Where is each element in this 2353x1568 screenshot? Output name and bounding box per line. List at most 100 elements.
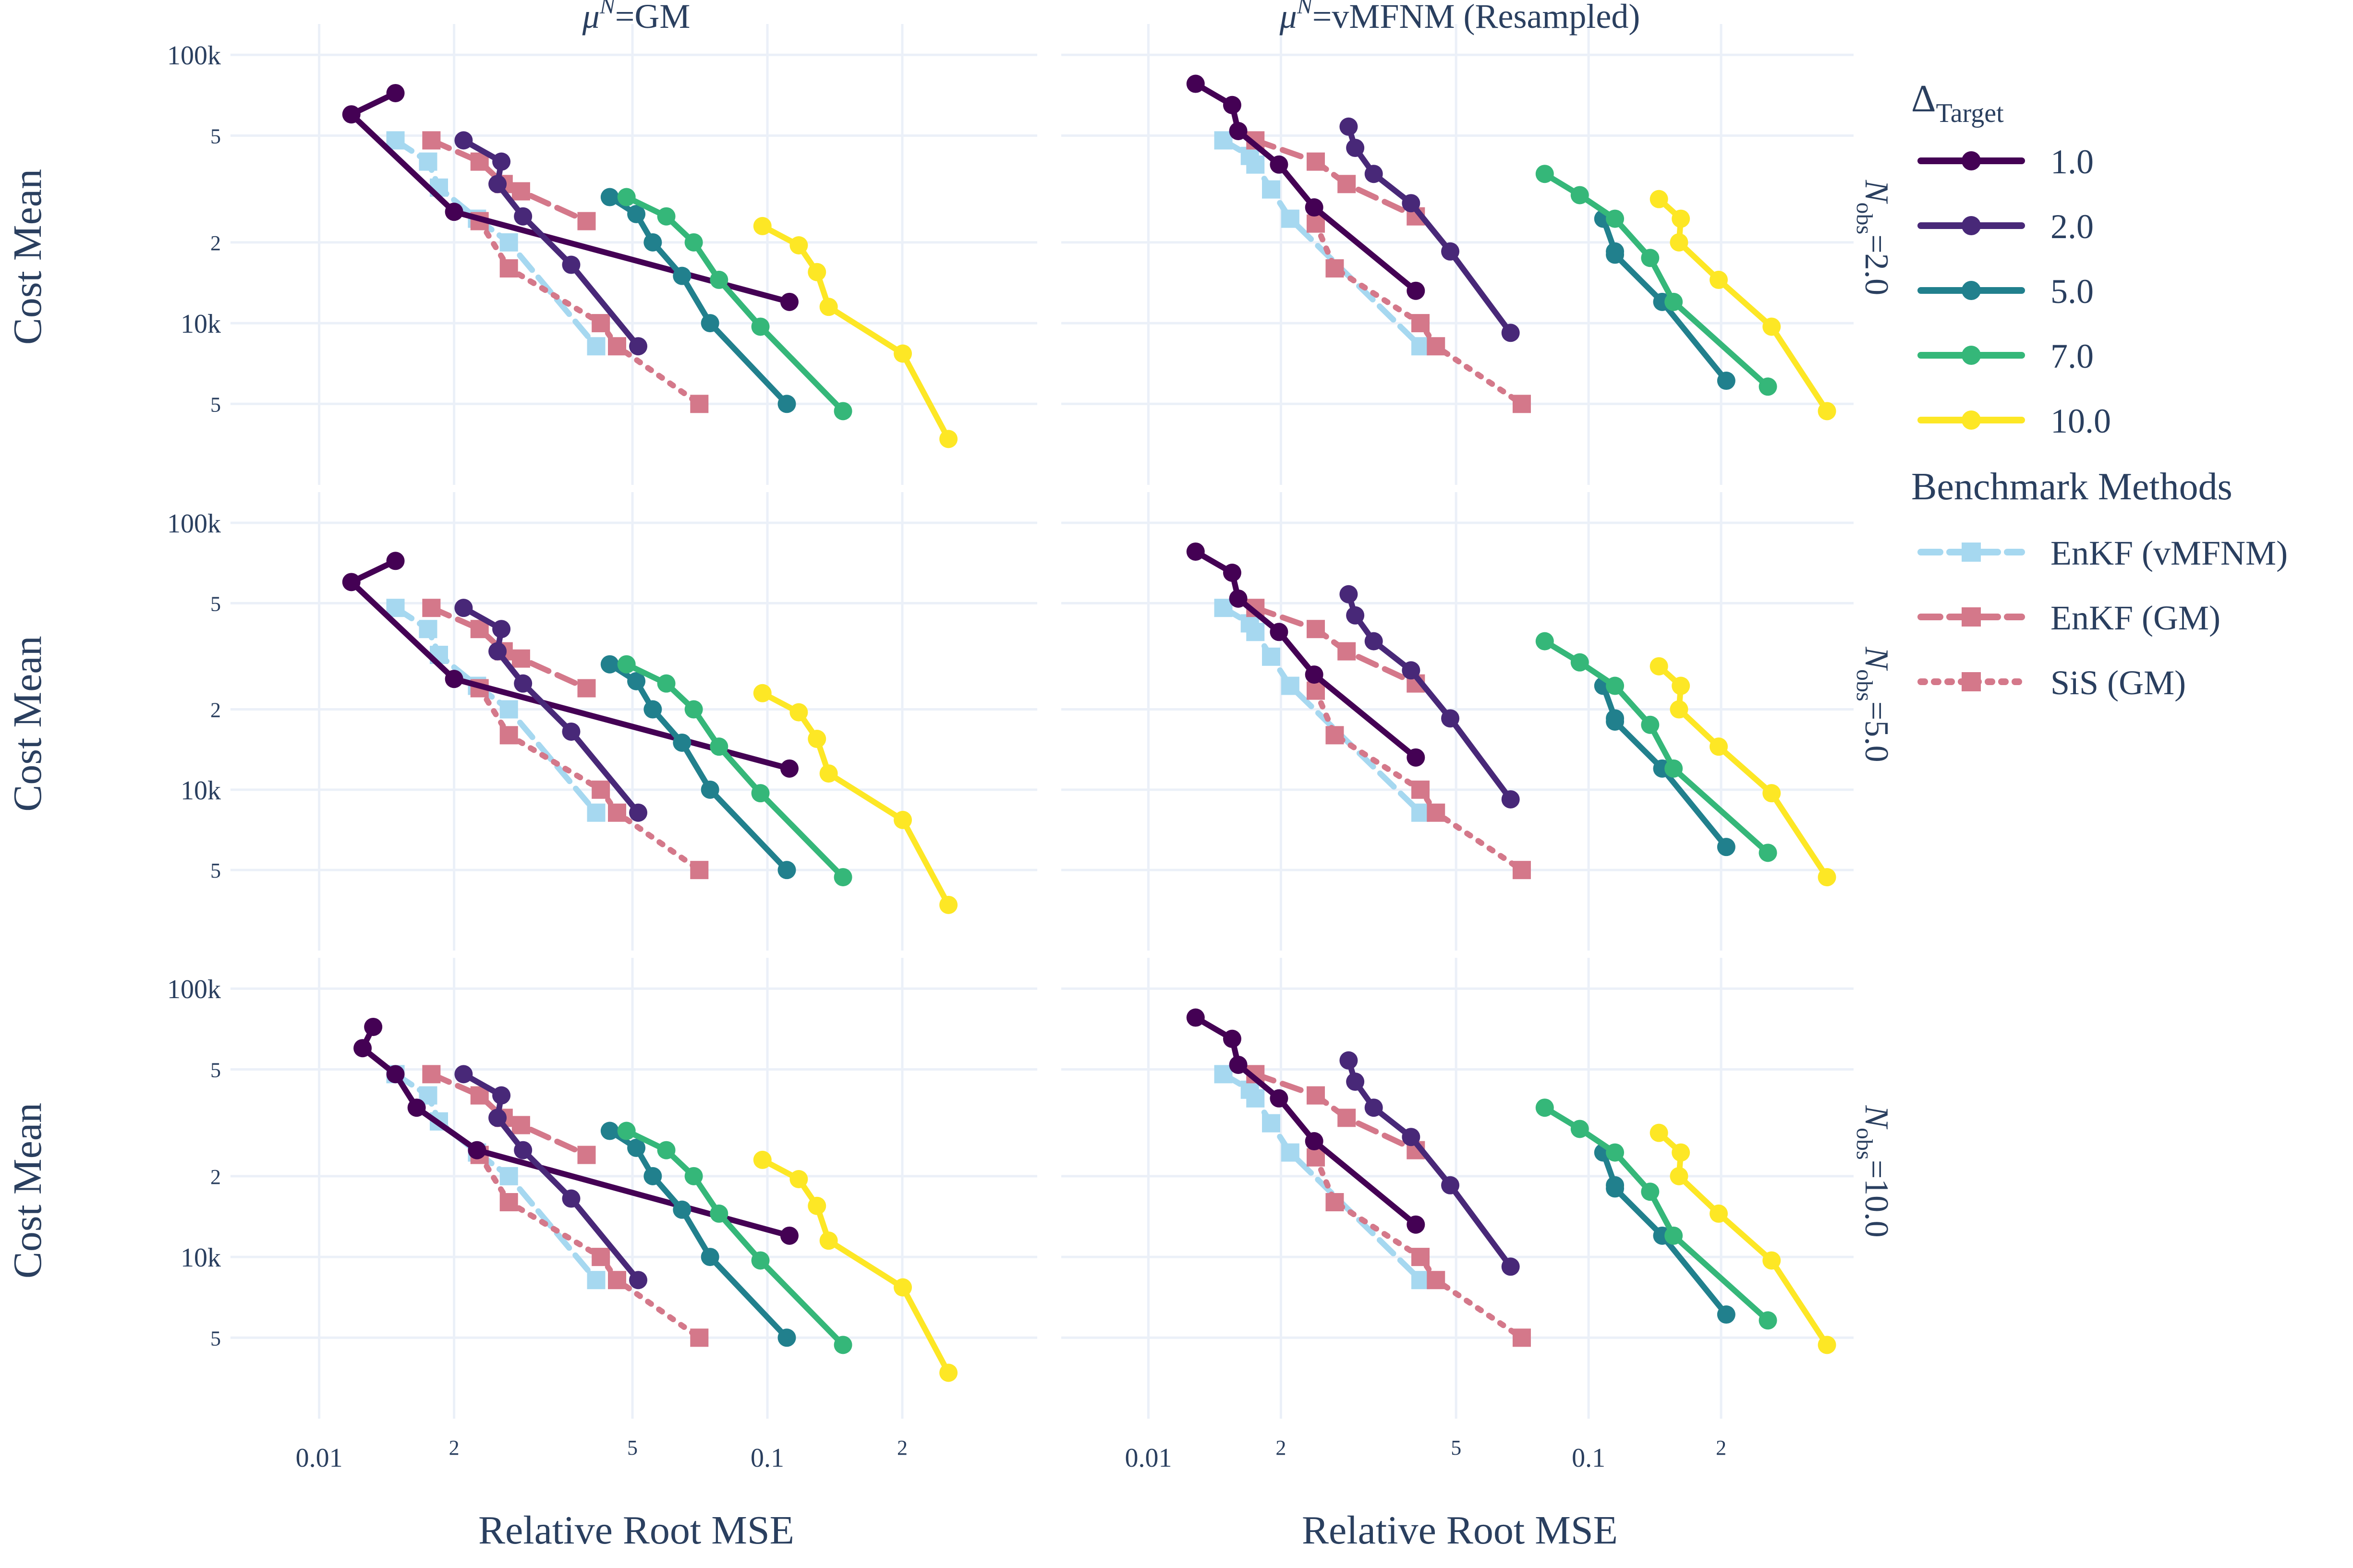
data-point xyxy=(1364,632,1383,651)
data-point xyxy=(1717,838,1735,856)
data-point xyxy=(1229,121,1248,140)
data-point xyxy=(1325,1193,1344,1212)
data-point xyxy=(419,152,437,171)
data-point xyxy=(808,1196,826,1215)
data-point xyxy=(499,1167,518,1185)
data-point xyxy=(1570,1120,1589,1138)
data-point xyxy=(939,430,958,448)
data-point xyxy=(710,1204,728,1223)
data-point xyxy=(627,672,646,690)
data-point xyxy=(1281,209,1299,228)
data-point xyxy=(454,1065,473,1084)
data-point xyxy=(492,152,511,171)
data-point xyxy=(468,1141,486,1159)
y-axis-title: Cost Mean xyxy=(5,636,50,811)
series-1-0 xyxy=(1186,1008,1425,1234)
data-point xyxy=(643,233,662,252)
data-point xyxy=(1186,74,1205,93)
series-sis-gm xyxy=(1307,1148,1531,1347)
column-title: μN=GM xyxy=(582,0,691,36)
legend-swatch-marker xyxy=(1962,151,1981,170)
data-point xyxy=(1672,676,1690,695)
legend-item-label: 7.0 xyxy=(2050,337,2094,375)
data-point xyxy=(1606,1143,1625,1162)
data-point xyxy=(684,233,703,252)
data-point xyxy=(1818,1336,1836,1354)
data-point xyxy=(808,263,826,281)
data-point xyxy=(600,188,619,206)
data-point xyxy=(789,236,808,254)
data-point xyxy=(939,1363,958,1382)
data-point xyxy=(1411,780,1430,799)
series-line xyxy=(1192,1014,1419,1228)
legend-swatch-marker xyxy=(1962,543,1981,562)
data-point xyxy=(1411,314,1430,333)
legend-item-label: 2.0 xyxy=(2050,207,2094,246)
data-point xyxy=(1411,1271,1430,1290)
data-point xyxy=(1650,190,1668,208)
series-line xyxy=(1656,196,1830,414)
data-point xyxy=(499,259,518,278)
data-point xyxy=(1710,270,1728,289)
data-point xyxy=(1670,700,1688,719)
series-line xyxy=(1656,663,1830,880)
data-point xyxy=(1670,1167,1688,1185)
data-point xyxy=(1229,589,1248,608)
data-point xyxy=(1407,748,1425,767)
data-point xyxy=(834,868,852,887)
series-2-0 xyxy=(1339,585,1520,808)
data-point xyxy=(627,205,646,223)
y-tick-label: 2 xyxy=(210,699,221,722)
data-point xyxy=(1407,1215,1425,1234)
data-point xyxy=(1427,1271,1445,1290)
data-point xyxy=(386,131,405,150)
y-axis-title: Cost Mean xyxy=(5,1103,50,1279)
series-line xyxy=(1313,688,1525,873)
data-point xyxy=(1364,1098,1383,1117)
data-point xyxy=(894,810,912,829)
series-enkf-vmfnm xyxy=(1214,131,1430,356)
data-point xyxy=(492,620,511,639)
data-point xyxy=(1364,165,1383,183)
data-point xyxy=(1441,1176,1460,1194)
data-point xyxy=(1650,657,1668,675)
row-label: Nobs=2.0 xyxy=(1852,180,1895,295)
data-point xyxy=(657,207,676,226)
x-tick-label: 5 xyxy=(627,1436,638,1459)
data-point xyxy=(1186,1008,1205,1027)
data-point xyxy=(1710,1204,1728,1223)
legend-swatch-marker xyxy=(1962,672,1981,691)
series-5-0 xyxy=(1594,676,1735,856)
data-point xyxy=(1501,324,1520,342)
legend-swatch-marker xyxy=(1962,410,1981,430)
data-point xyxy=(780,759,799,778)
series-enkf-gm xyxy=(1246,1065,1425,1159)
data-point xyxy=(577,679,596,698)
series-line xyxy=(1252,137,1419,219)
data-point xyxy=(353,1039,372,1058)
data-point xyxy=(511,1116,530,1134)
series-enkf-vmfnm xyxy=(1214,1065,1430,1290)
data-point xyxy=(1606,712,1625,731)
series-sis-gm xyxy=(470,212,709,413)
data-point xyxy=(1339,1051,1358,1070)
series-1-0 xyxy=(1186,74,1425,300)
data-point xyxy=(600,1122,619,1140)
series-7-0 xyxy=(617,188,852,421)
series-7-0 xyxy=(617,655,852,887)
data-point xyxy=(1305,198,1323,217)
series-1-0 xyxy=(342,84,799,311)
series-line xyxy=(1220,605,1423,816)
data-point xyxy=(514,1141,533,1159)
series-10-0 xyxy=(753,1150,958,1382)
series-10-0 xyxy=(1650,657,1836,887)
y-tick-label: 5 xyxy=(210,124,221,148)
legend-swatch-marker xyxy=(1962,281,1981,300)
data-point xyxy=(386,1065,405,1084)
data-point xyxy=(789,703,808,722)
data-point xyxy=(514,674,533,693)
data-point xyxy=(1411,1248,1430,1266)
data-point xyxy=(777,861,796,880)
data-point xyxy=(684,1167,703,1185)
x-tick-label: 5 xyxy=(1451,1436,1461,1459)
